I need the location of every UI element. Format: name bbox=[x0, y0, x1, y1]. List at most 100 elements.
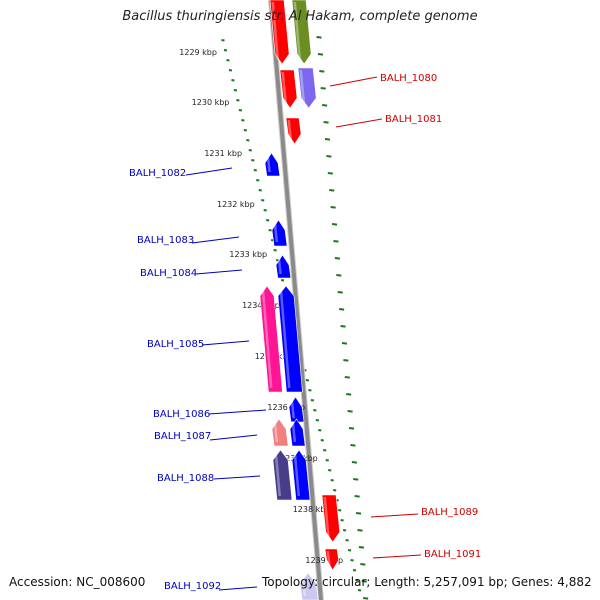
gene-unlabeled-blue-short[interactable] bbox=[289, 418, 306, 447]
tick-mark bbox=[316, 36, 322, 39]
tick-mark bbox=[329, 189, 335, 192]
gene-highlight bbox=[299, 70, 306, 104]
gene-balh-1088[interactable] bbox=[272, 449, 293, 501]
tick-mark bbox=[354, 495, 360, 498]
gene-balh-1091[interactable] bbox=[324, 548, 339, 571]
gene-label[interactable]: BALH_1091 bbox=[424, 549, 481, 560]
tick-mark bbox=[363, 597, 369, 600]
gene-balh-1082[interactable] bbox=[264, 152, 281, 177]
gene-label-leader bbox=[185, 167, 233, 176]
gene-unlabeled-olive[interactable] bbox=[291, 0, 312, 65]
gene-label-leader bbox=[195, 269, 243, 275]
gene-label[interactable]: BALH_1089 bbox=[421, 507, 478, 518]
gene-balh-1083[interactable] bbox=[271, 219, 288, 247]
axis-tick-label: 1230 kbp bbox=[192, 98, 230, 107]
tick-mark bbox=[357, 589, 362, 592]
gene-highlight bbox=[261, 288, 273, 388]
gene-label[interactable]: BALH_1082 bbox=[129, 168, 186, 179]
axis-tick-label: 1233 kbp bbox=[229, 250, 267, 259]
tick-mark bbox=[246, 139, 250, 142]
gene-balh-1087[interactable] bbox=[271, 418, 289, 447]
tick-mark bbox=[325, 459, 329, 462]
tick-mark bbox=[345, 539, 349, 542]
tick-mark bbox=[339, 308, 345, 311]
tick-mark bbox=[266, 219, 270, 222]
genome-summary-text: Topology: circular; Length: 5,257,091 bp… bbox=[262, 575, 592, 589]
gene-label[interactable]: BALH_1080 bbox=[380, 73, 437, 84]
tick-mark bbox=[320, 87, 326, 90]
tick-mark bbox=[319, 70, 325, 73]
gene-balh-1081[interactable] bbox=[285, 117, 302, 145]
tick-mark bbox=[310, 399, 315, 402]
gene-label[interactable]: BALH_1081 bbox=[385, 114, 442, 125]
tick-mark bbox=[327, 172, 333, 175]
gene-label[interactable]: BALH_1085 bbox=[147, 339, 204, 350]
gene-unlabeled-purple[interactable] bbox=[297, 67, 317, 109]
tick-mark bbox=[322, 104, 328, 107]
tick-mark bbox=[334, 257, 341, 260]
tick-mark bbox=[342, 529, 347, 532]
gene-label[interactable]: BALH_1084 bbox=[140, 268, 197, 279]
tick-mark bbox=[348, 427, 355, 430]
tick-mark bbox=[340, 519, 344, 522]
tick-mark bbox=[350, 559, 354, 562]
tick-mark bbox=[226, 59, 230, 62]
tick-mark bbox=[275, 259, 280, 262]
gene-unlabeled-blue-long[interactable] bbox=[277, 285, 303, 393]
tick-mark bbox=[253, 169, 257, 172]
tick-mark bbox=[243, 129, 248, 132]
gene-balh-1080[interactable] bbox=[279, 69, 298, 109]
tick-mark bbox=[323, 121, 329, 124]
gene-unlabeled-blue-pair[interactable] bbox=[291, 449, 311, 501]
tick-mark bbox=[248, 149, 252, 152]
gene-label[interactable]: BALH_1092 bbox=[164, 581, 221, 592]
tick-mark bbox=[330, 479, 334, 482]
gene-highlight bbox=[293, 2, 302, 60]
tick-mark bbox=[221, 39, 225, 42]
gene-balh-1092[interactable] bbox=[299, 572, 319, 600]
tick-mark bbox=[341, 342, 348, 345]
gene-highlight bbox=[266, 155, 271, 172]
tick-mark bbox=[328, 469, 332, 472]
gene-label[interactable]: BALH_1083 bbox=[137, 235, 194, 246]
tick-mark bbox=[355, 512, 362, 515]
gene-label[interactable]: BALH_1086 bbox=[153, 409, 210, 420]
tick-mark bbox=[337, 291, 343, 294]
gene-balh-1084[interactable] bbox=[275, 254, 292, 279]
tick-mark bbox=[231, 79, 235, 82]
tick-mark bbox=[353, 478, 359, 481]
tick-mark bbox=[305, 379, 310, 382]
tick-mark bbox=[323, 449, 327, 452]
tick-mark bbox=[238, 109, 243, 112]
gene-balh-1085[interactable] bbox=[259, 285, 283, 393]
tick-mark bbox=[333, 240, 339, 243]
tick-mark bbox=[340, 325, 346, 328]
tick-mark bbox=[361, 580, 367, 583]
gene-label-leader bbox=[370, 513, 419, 518]
tick-mark bbox=[358, 546, 365, 549]
gene-label-leader bbox=[191, 236, 240, 244]
tick-mark bbox=[313, 409, 317, 412]
gene-balh-1089[interactable] bbox=[321, 494, 341, 543]
gene-highlight bbox=[274, 452, 281, 496]
tick-mark bbox=[261, 199, 265, 202]
tick-mark bbox=[344, 376, 350, 379]
gene-highlight bbox=[273, 421, 279, 442]
gene-highlight bbox=[279, 288, 291, 388]
gene-unlabeled-red[interactable] bbox=[269, 0, 290, 65]
tick-mark bbox=[337, 509, 342, 512]
gene-highlight bbox=[271, 2, 280, 60]
tick-mark bbox=[357, 529, 363, 532]
gene-label-leader bbox=[372, 554, 422, 559]
tick-mark bbox=[280, 279, 285, 282]
gene-label[interactable]: BALH_1087 bbox=[154, 431, 211, 442]
gene-label[interactable]: BALH_1088 bbox=[157, 473, 214, 484]
tick-mark bbox=[273, 249, 277, 252]
gene-highlight bbox=[323, 497, 330, 538]
tick-mark bbox=[268, 229, 272, 232]
tick-mark bbox=[360, 563, 366, 566]
gene-label-leader bbox=[335, 118, 383, 128]
axis-tick-label: 1239 kbp bbox=[305, 556, 343, 565]
